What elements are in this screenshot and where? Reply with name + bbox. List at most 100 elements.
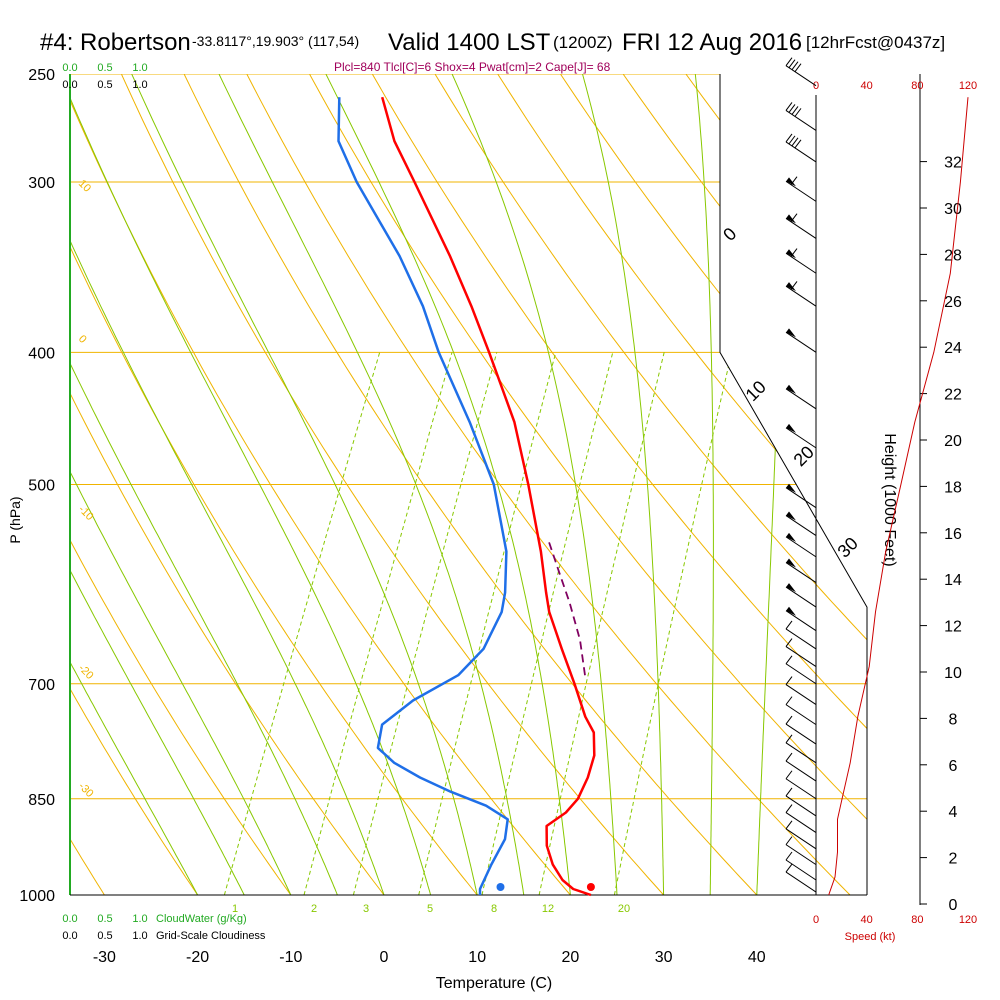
cloudiness-tick-bottom: 0.0 [62,930,77,942]
speed-tick-top: 120 [959,80,977,92]
temperature-tick-label: 0 [380,949,389,966]
mixing-ratio-line [481,352,614,895]
wind-barb-staff [785,778,817,800]
surface-dewpoint-marker [496,883,505,891]
cloud-water-tick-bottom: 1.0 [132,913,147,925]
wind-barb-staff [785,252,817,274]
zulu-time: (1200Z) [553,33,613,52]
cloud-water-tick-top: 1.0 [132,62,147,74]
mixing-ratio-label: 8 [491,903,497,915]
wind-barb [785,863,817,893]
wind-barb [785,176,817,202]
temperature-tick-label: 30 [655,949,673,966]
wind-barb-flag [785,734,793,744]
wind-barb-flag [785,804,793,813]
header: #4: Robertson -33.8117°,19.903° (117,54)… [40,29,945,74]
forecast-date: FRI 12 Aug 2016 [622,29,802,56]
wind-barb-flag [791,137,799,147]
wind-barb-flag [785,620,793,630]
wind-barb-flag [785,770,793,780]
wind-barb-flag [794,63,802,72]
wind-barb [785,787,817,817]
pressure-tick-label: 300 [28,175,55,192]
height-tick-label: 16 [944,526,962,543]
speed-tick-bottom: 40 [861,914,873,926]
moist-adiabat-line [451,74,618,895]
wind-barb-staff [785,871,817,893]
moist-adiabat-line [218,74,525,895]
wind-barb-flag [785,820,793,830]
mixing-ratio-line [303,352,453,895]
height-tick-label: 6 [949,758,958,775]
wind-barb-pennant [786,583,796,593]
wind-barb-staff [785,218,817,239]
mixing-ratio-line [418,352,557,895]
wind-barb-flag [790,248,798,257]
wind-barb-flag [785,752,793,762]
wind-barb [785,734,817,764]
wind-barb-pennant [786,249,796,259]
mixing-ratio-label: 12 [542,903,554,915]
wind-barb [785,328,817,353]
wind-barb-staff [785,141,817,163]
moist-adiabat-line [70,74,245,895]
cloudiness-tick-top: 1.0 [132,79,147,91]
wind-barb-flag [785,57,793,67]
wind-barb-pennant [786,532,796,542]
wind-barb-pennant [786,423,796,433]
wind-barb-pennant [786,214,796,224]
wind-barb-staff [785,487,817,509]
wind-barb-pennant [786,483,796,493]
cloud-water-tick-bottom: 0.5 [97,913,112,925]
wind-barb-flag [785,655,793,665]
wind-barb-flag [788,135,796,145]
wind-barb-pennant [786,511,796,521]
wind-barb-staff [785,285,817,307]
wind-barb [785,715,817,745]
mixing-ratio-label: 2 [311,903,317,915]
mixing-ratio-label: 3 [363,903,369,915]
height-tick-label: 30 [944,201,962,218]
plot-field [70,74,867,895]
height-tick-label: 24 [944,340,962,357]
wind-barb-staff [785,610,817,632]
wind-barb-pennant [786,606,796,616]
wind-barb-flag [790,281,798,290]
wind-barb [785,804,817,834]
dry-adiabat-label: -10 [76,503,96,523]
dry-adiabat-line [246,74,851,895]
pressure-tick-label: 700 [28,677,55,694]
wind-barb-staff [785,663,817,685]
moist-adiabat-line [70,74,432,895]
wind-barb-staff [785,536,817,558]
wind-barb-flag [791,106,799,115]
wind-barb-pennant [786,177,796,187]
wind-barb-staff [785,646,817,668]
wind-barb-staff [785,180,817,202]
wind-barb-staff [785,586,817,608]
height-tick-label: 14 [944,572,962,589]
speed-tick-bottom: 0 [813,914,819,926]
dry-adiabat-label: -30 [76,780,96,800]
wind-barb-staff [785,742,817,764]
wind-barb [785,248,817,274]
wind-barb-staff [785,562,817,583]
moist-adiabat-line [70,74,199,895]
height-tick-label: 20 [944,433,962,450]
temperature-tick-label: -30 [93,949,116,966]
wind-barb [785,606,817,632]
cloudiness-tick-top: 0.5 [97,79,112,91]
dry-adiabat-line [309,74,867,895]
cloud-water-tick-top: 0.0 [62,62,77,74]
height-tick-label: 0 [949,897,958,914]
temperature-profile [380,96,596,897]
wind-barb-staff [785,760,817,782]
speed-tick-bottom: 120 [959,914,977,926]
height-tick-label: 28 [944,247,962,264]
moist-adiabat-label: 10 [742,377,770,405]
wind-barb-staff [785,427,817,449]
moist-adiabat-line [694,74,714,895]
station-coords: -33.8117°,19.903° (117,54) [192,33,359,49]
dry-adiabat-line [70,74,385,895]
